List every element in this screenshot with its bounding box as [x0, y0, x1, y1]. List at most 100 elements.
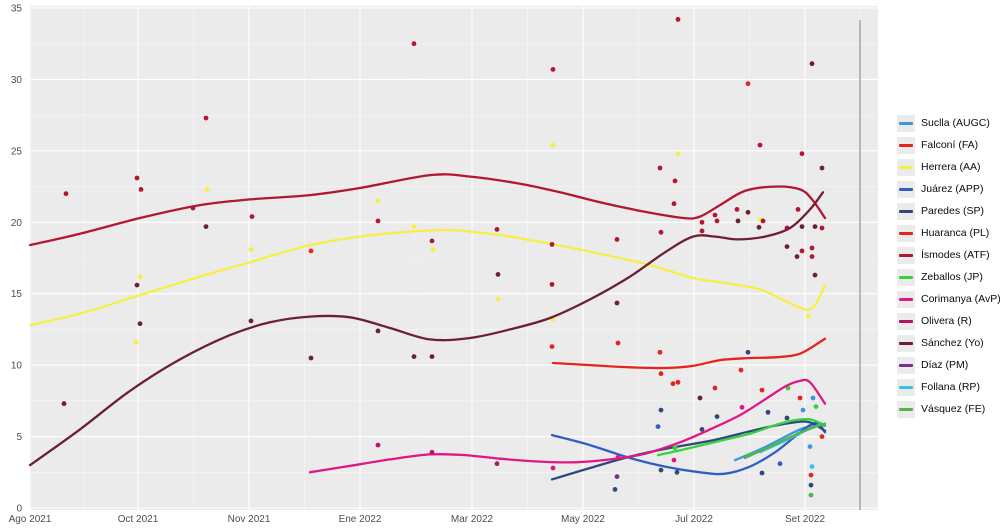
- x-axis: Ago 2021 Oct 2021 Nov 2021 Ene 2022 Mar 2022…: [9, 514, 826, 525]
- trend-line-huaranca: [551, 337, 827, 370]
- data-point-herrera: [675, 151, 681, 157]
- legend-key-swatch: [897, 180, 915, 198]
- legend-item: Juárez (APP): [897, 178, 1000, 200]
- data-point-paredes: [808, 482, 814, 488]
- data-point-paredes: [674, 469, 680, 475]
- data-point-ismodes: [809, 254, 815, 259]
- legend-key-swatch: [897, 378, 915, 396]
- data-point-paredes: [765, 409, 771, 415]
- data-point-sanchez: [812, 272, 818, 278]
- data-point-sanchez: [137, 321, 143, 327]
- data-point-huaranca: [738, 367, 744, 373]
- legend-item: Sánchez (Yo): [897, 332, 1000, 354]
- legend-item: Follana (RP): [897, 376, 1000, 398]
- data-point-huaranca: [675, 379, 681, 385]
- data-point-sanchez: [745, 209, 751, 215]
- data-point-herrera: [411, 224, 417, 230]
- data-point-sanchez: [429, 354, 435, 359]
- data-point-sanchez: [248, 318, 254, 324]
- data-point-ismodes: [734, 207, 740, 212]
- series-olivera: [375, 442, 500, 467]
- data-point-suclla: [810, 395, 816, 401]
- y-tick-label: 15: [11, 289, 23, 300]
- data-point-olivera: [494, 461, 500, 467]
- y-tick-label: 20: [11, 218, 23, 229]
- data-point-huaranca: [712, 385, 718, 391]
- data-point-herrera: [805, 314, 811, 319]
- data-point-sanchez: [784, 244, 790, 250]
- x-tick-label: Oct 2021: [118, 514, 159, 525]
- trend-line-zeballos: [656, 417, 827, 457]
- series-corimanya: [308, 378, 827, 474]
- legend-label: Paredes (SP): [921, 205, 985, 217]
- data-point-ismodes: [799, 151, 805, 157]
- legend-label: Herrera (AA): [921, 161, 981, 173]
- data-point-paredes: [612, 487, 618, 492]
- data-point-ismodes: [249, 214, 255, 220]
- data-point-olivera: [429, 449, 435, 455]
- legend-key-swatch: [897, 224, 915, 242]
- legend-label: Falconí (FA): [921, 139, 979, 151]
- y-tick-label: 25: [11, 146, 23, 157]
- series-diaz: [614, 474, 620, 479]
- data-point-paredes: [714, 414, 720, 419]
- data-point-paredes: [759, 470, 765, 476]
- data-point-ismodes: [494, 227, 500, 232]
- data-point-sanchez: [799, 224, 805, 230]
- data-point-suclla: [800, 407, 806, 413]
- data-point-ismodes: [138, 187, 144, 192]
- data-point-paredes: [784, 415, 790, 421]
- data-point-ismodes: [675, 17, 681, 22]
- y-tick-label: 0: [16, 504, 22, 515]
- data-point-ismodes: [657, 165, 663, 171]
- data-point-sanchez: [812, 224, 818, 230]
- data-point-sanchez: [614, 300, 620, 306]
- legend-label: Zeballos (JP): [921, 271, 983, 283]
- y-tick-label: 5: [16, 432, 22, 443]
- data-point-herrera: [248, 247, 254, 252]
- data-point-huaranca: [658, 371, 664, 377]
- data-point-ismodes: [672, 178, 678, 184]
- data-point-huaranca: [797, 395, 803, 401]
- data-point-juarez: [777, 461, 783, 467]
- data-point-ismodes: [375, 218, 381, 224]
- data-point-ismodes: [809, 245, 815, 251]
- data-point-paredes: [745, 349, 751, 355]
- data-point-ismodes: [549, 242, 555, 247]
- data-point-sanchez: [697, 395, 703, 401]
- data-point-paredes: [699, 427, 705, 432]
- series-vasquez: [743, 422, 827, 498]
- series-ismodes: [28, 17, 827, 287]
- y-axis: 0 5 10 15 20 25 30 35: [11, 4, 23, 515]
- legend-key-swatch: [897, 268, 915, 286]
- data-point-ismodes: [429, 238, 435, 244]
- data-point-sanchez: [735, 218, 741, 224]
- data-point-corimanya: [671, 457, 677, 463]
- legend-item: Corimanya (AvP): [897, 288, 1000, 310]
- x-tick-label: Ene 2022: [339, 514, 382, 525]
- x-tick-label: Ago 2021: [9, 514, 52, 525]
- data-point-sanchez: [203, 224, 209, 230]
- data-point-ismodes: [411, 41, 417, 47]
- legend-key-swatch: [897, 290, 915, 308]
- legend-label: Sánchez (Yo): [921, 337, 984, 349]
- chart-legend: Suclla (AUGC) Falconí (FA) Herrera (AA) Juá…: [897, 112, 1000, 420]
- legend-key-swatch: [897, 202, 915, 220]
- data-point-sanchez: [819, 165, 825, 171]
- legend-item: Herrera (AA): [897, 156, 1000, 178]
- data-point-ismodes: [658, 229, 664, 235]
- data-point-huaranca: [759, 387, 765, 393]
- trend-line-ismodes: [28, 173, 827, 247]
- data-point-zeballos: [672, 445, 678, 451]
- data-point-sanchez: [61, 401, 67, 407]
- legend-item: Vásquez (FE): [897, 398, 1000, 420]
- legend-item: Zeballos (JP): [897, 266, 1000, 288]
- data-point-olivera: [375, 442, 381, 448]
- data-point-huaranca: [657, 349, 663, 355]
- data-point-sanchez: [495, 272, 501, 277]
- data-point-ismodes: [671, 201, 677, 207]
- data-point-falconi: [308, 248, 314, 254]
- trend-line-paredes: [550, 420, 827, 481]
- data-point-juarez: [655, 424, 661, 429]
